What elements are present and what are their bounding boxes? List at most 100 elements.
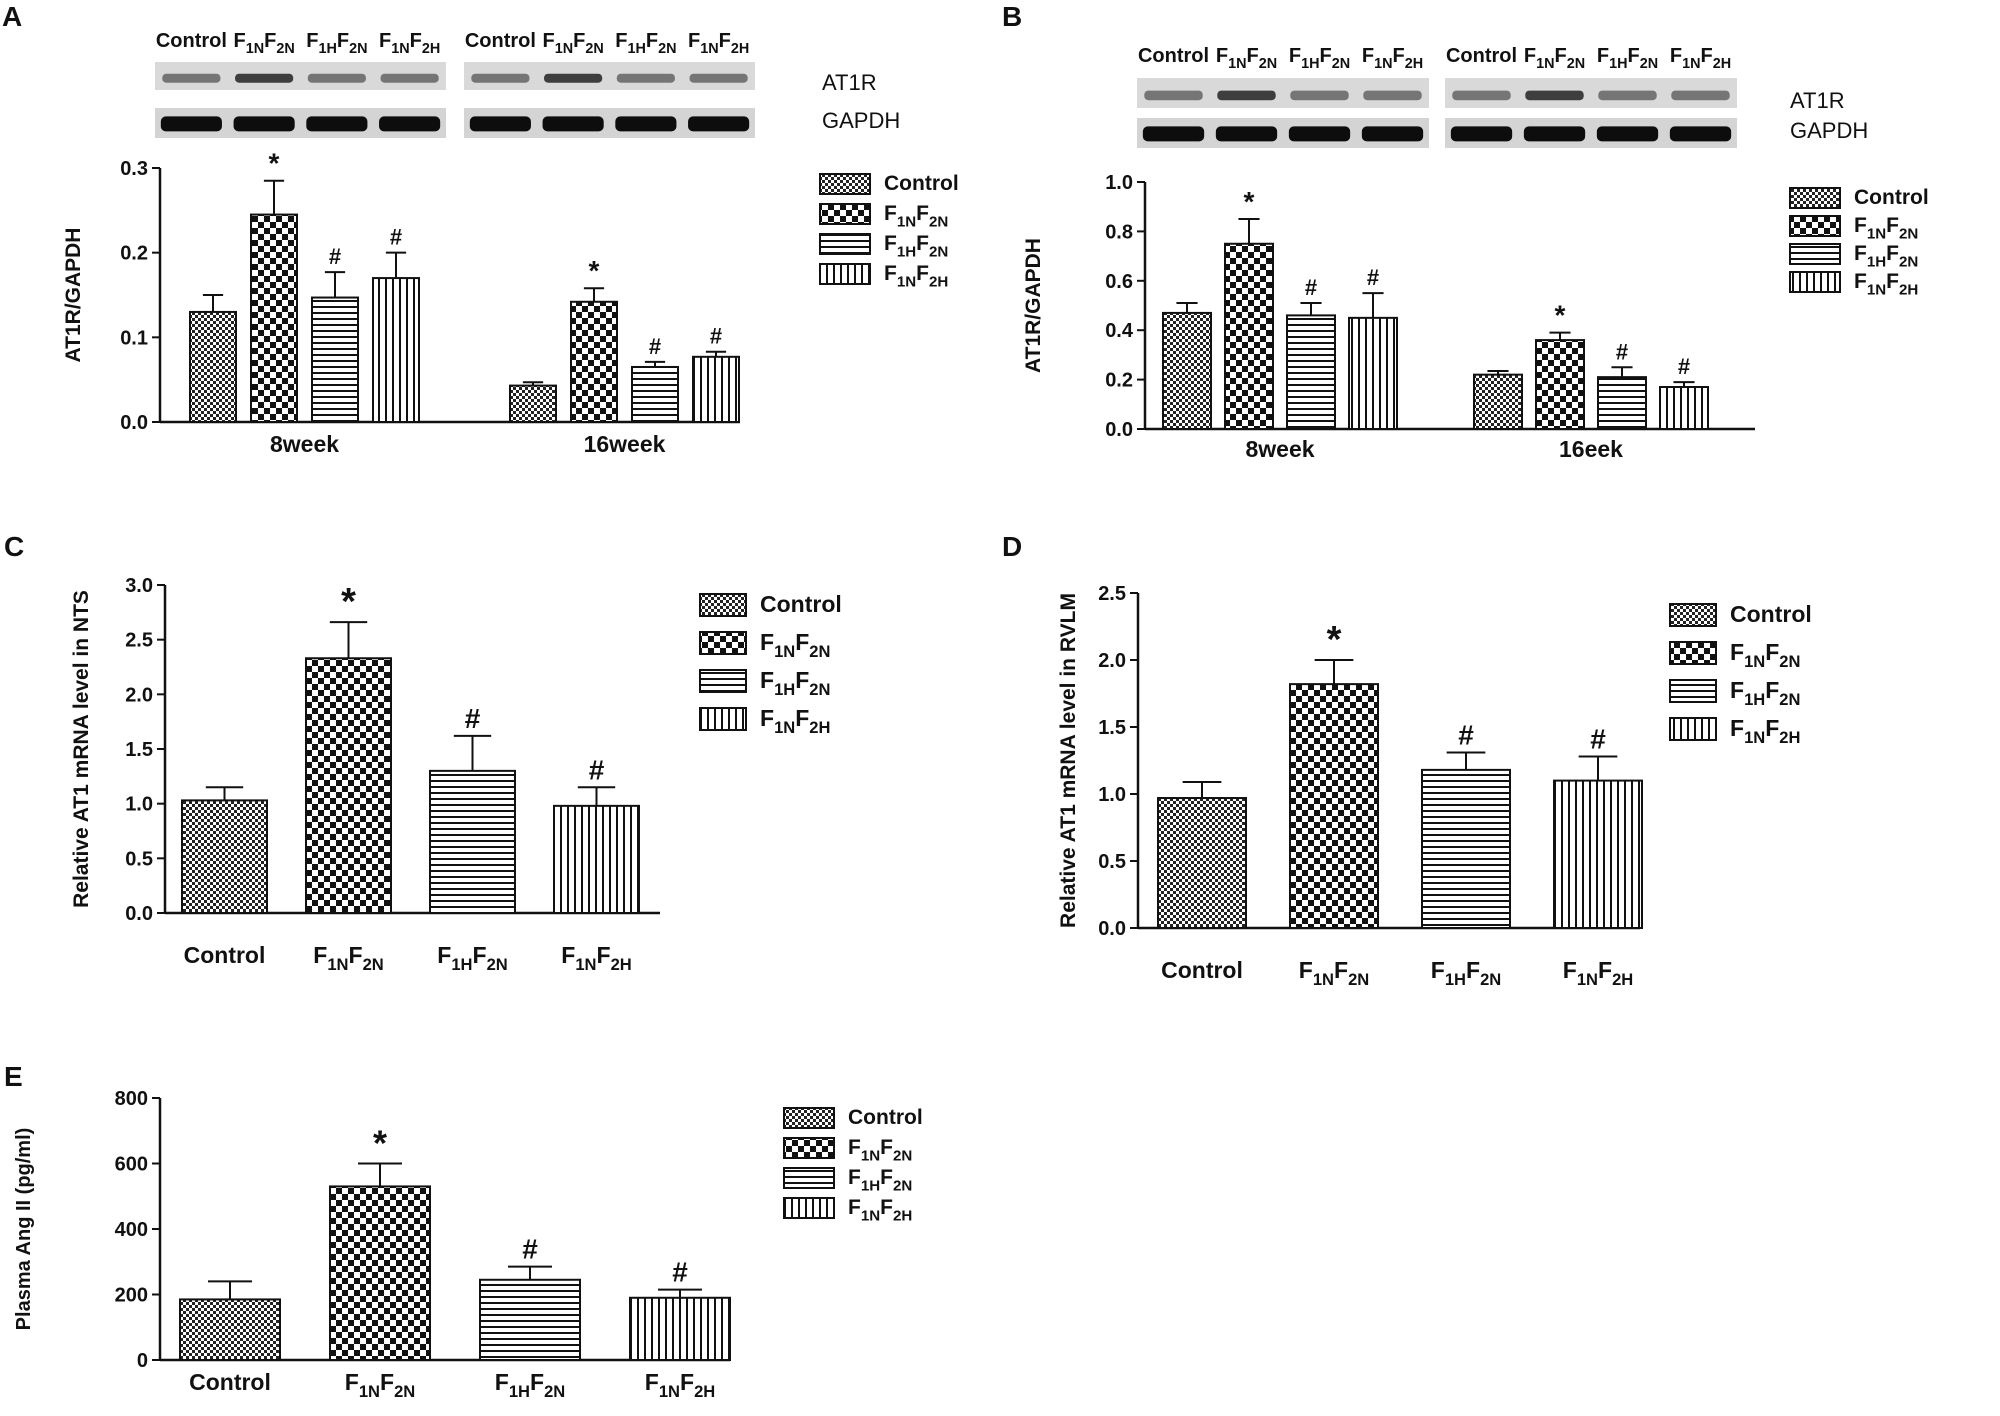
y-tick-label: 0.0: [120, 412, 148, 434]
blot-lane-label: F1NF2N: [543, 30, 604, 57]
legend-entry-f1nf2h: F1NF2H: [1730, 715, 1800, 747]
y-tick-label: 2.0: [1098, 650, 1126, 672]
blot-lane-label: F1NF2H: [688, 30, 749, 57]
significance-mark: #: [329, 244, 341, 269]
significance-mark: *: [341, 581, 356, 623]
blot-band-gapdh: [1523, 126, 1586, 142]
blot-band-at1r: [235, 73, 294, 83]
blot-lane-label: F1NF2N: [234, 30, 295, 57]
bar-f1nf2n-f1nf2n: [1289, 683, 1379, 929]
bar-16eek-f1nf2h: [1659, 386, 1709, 431]
legend-entry-f1hf2n: F1HF2N: [1730, 677, 1800, 709]
bar-f1hf2n-f1hf2n: [479, 1278, 581, 1361]
significance-mark: #: [1458, 719, 1474, 750]
y-tick-label: 1.0: [1098, 784, 1126, 806]
bar-control-control: [1157, 797, 1247, 930]
panel-letter: B: [1002, 1, 1022, 32]
significance-mark: #: [1678, 354, 1690, 379]
legend-swatch: [819, 173, 871, 195]
legend-entry-f1hf2n: F1HF2N: [760, 667, 830, 699]
x-category-label: F1NF2H: [645, 1369, 715, 1401]
x-category-label: Control: [1161, 957, 1243, 983]
blot-band-at1r: [162, 73, 221, 83]
legend-entry-control: Control: [1854, 186, 1929, 209]
blot-panel-a: Control F1NF2N F1HF2N F1NF2H Control F1NF2N F1…: [155, 30, 900, 138]
y-tick-label: 0.4: [1105, 320, 1134, 342]
y-tick-label: 0: [137, 1350, 148, 1372]
blot-band-gapdh: [1669, 126, 1732, 142]
legend-entry-f1hf2n: F1HF2N: [848, 1166, 912, 1194]
bar-16week-control: [509, 384, 557, 423]
bar-8week-f1nf2h: [1348, 316, 1398, 431]
y-tick-label: 0.6: [1105, 271, 1133, 293]
blot-band-gapdh: [1450, 126, 1513, 142]
charts: A 0.0 0.1 0.2 0.3 AT1R/GAPDH * # #8week * # #16week…: [2, 1, 1929, 1401]
blot-lane-label: F1NF2H: [379, 30, 440, 57]
y-tick-label: 0.2: [120, 243, 148, 265]
y-tick-label: 2.5: [1098, 583, 1126, 605]
blot-band-at1r: [307, 73, 366, 83]
significance-mark: #: [1616, 339, 1628, 364]
blot-lane-label: F1HF2N: [1597, 45, 1658, 72]
blot-band-gapdh: [1142, 126, 1205, 142]
legend-swatch: [819, 203, 871, 225]
x-category-label: F1NF2H: [1563, 957, 1633, 989]
legend-entry-f1nf2h: F1NF2H: [884, 262, 948, 290]
bar-f1nf2h-f1nf2h: [1553, 779, 1643, 929]
legend-swatch: [1669, 717, 1717, 741]
blot-band-at1r: [1363, 90, 1422, 101]
bar-16eek-f1nf2n: [1535, 339, 1585, 430]
significance-mark: *: [373, 1123, 387, 1164]
legend-swatch: [783, 1167, 835, 1189]
blot-band-at1r: [1525, 90, 1584, 101]
x-category-label: Control: [184, 942, 266, 968]
legend-swatch: [699, 593, 747, 617]
y-tick-label: 0.3: [120, 158, 148, 180]
y-tick-label: 1.5: [1098, 717, 1126, 739]
y-tick-label: 2.5: [125, 630, 153, 652]
blot-band-gapdh: [379, 116, 441, 132]
blot-band-gapdh: [469, 116, 531, 132]
chart-panel-e: E 0 200 400 600 800 Plasma Ang II (pg/ml) Contr…: [4, 1061, 923, 1401]
legend-swatch: [1669, 603, 1717, 627]
bar-control-control: [181, 799, 268, 914]
chart-panel-c: C 0.0 0.5 1.0 1.5 2.0 2.5 3.0 Relative AT1 mRNA …: [4, 531, 842, 974]
western-blots: Control F1NF2N F1HF2N F1NF2H Control F1NF2N F1…: [155, 30, 1868, 148]
x-category-label: F1NF2H: [561, 942, 631, 974]
x-category-label: 8week: [270, 431, 339, 457]
significance-mark: #: [1305, 275, 1317, 300]
legend-entry-f1nf2h: F1NF2H: [848, 1196, 912, 1224]
x-category-label: 16eek: [1559, 436, 1623, 462]
legend-entry-control: Control: [884, 172, 959, 195]
protein-label-gapdh: GAPDH: [822, 108, 900, 133]
blot-lane-label: F1HF2N: [615, 30, 676, 57]
significance-mark: #: [1590, 723, 1606, 754]
blot-band-at1r: [1598, 90, 1657, 101]
blot-lane-label: F1NF2H: [1670, 45, 1731, 72]
x-category-label: F1NF2N: [1299, 957, 1369, 989]
legend-swatch: [819, 233, 871, 255]
legend-swatch: [699, 631, 747, 655]
blot-band-at1r: [1217, 90, 1276, 101]
blot-lane-label: Control: [1446, 45, 1517, 67]
significance-mark: #: [710, 324, 722, 349]
bar-8week-f1hf2n: [1286, 314, 1336, 431]
blot-band-gapdh: [688, 116, 750, 132]
blot-lane-label: F1HF2N: [1289, 45, 1350, 72]
bar-16eek-control: [1473, 373, 1523, 431]
x-category-label: F1HF2N: [495, 1369, 565, 1401]
protein-label-at1r: AT1R: [1790, 88, 1845, 113]
blot-lane-label: F1NF2N: [1216, 45, 1277, 72]
y-tick-label: 0.1: [120, 327, 148, 349]
panel-letter: C: [4, 531, 24, 562]
bar-8week-control: [1162, 311, 1212, 430]
blot-band-at1r: [544, 73, 603, 83]
y-tick-label: 200: [115, 1285, 148, 1307]
x-category-label: 16week: [584, 431, 666, 457]
legend-swatch: [1669, 641, 1717, 665]
blot-band-at1r: [689, 73, 748, 83]
significance-mark: #: [1367, 265, 1379, 290]
blot-band-gapdh: [1596, 126, 1659, 142]
significance-mark: *: [1327, 619, 1342, 661]
